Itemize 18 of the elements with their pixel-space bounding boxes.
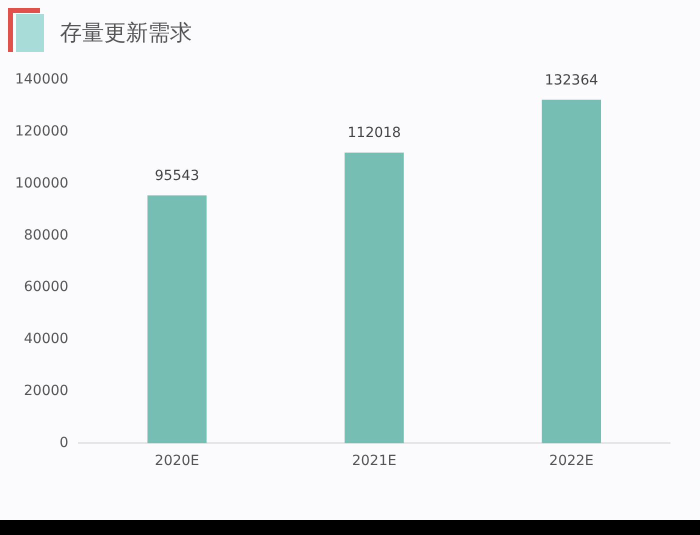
y-tick-label: 80000 — [24, 227, 68, 244]
chart-title: 存量更新需求 — [60, 20, 192, 48]
x-tick-label: 2020E — [154, 453, 200, 470]
x-tick-label: 2021E — [352, 453, 396, 470]
data-label: 112018 — [347, 125, 401, 142]
y-tick-label: 120000 — [14, 124, 68, 140]
y-tick-label: 40000 — [24, 331, 68, 348]
bar — [147, 195, 207, 444]
y-tick-label: 60000 — [24, 279, 68, 296]
data-label: 132364 — [544, 72, 598, 88]
x-tick-label: 2022E — [549, 453, 594, 470]
y-tick-label: 100000 — [14, 175, 68, 192]
y-tick-label: 20000 — [24, 382, 68, 399]
y-tick-label: 0 — [60, 434, 68, 451]
bar — [344, 152, 404, 444]
bar — [542, 100, 601, 444]
y-tick-label: 140000 — [14, 72, 68, 88]
data-label: 95543 — [154, 168, 200, 184]
